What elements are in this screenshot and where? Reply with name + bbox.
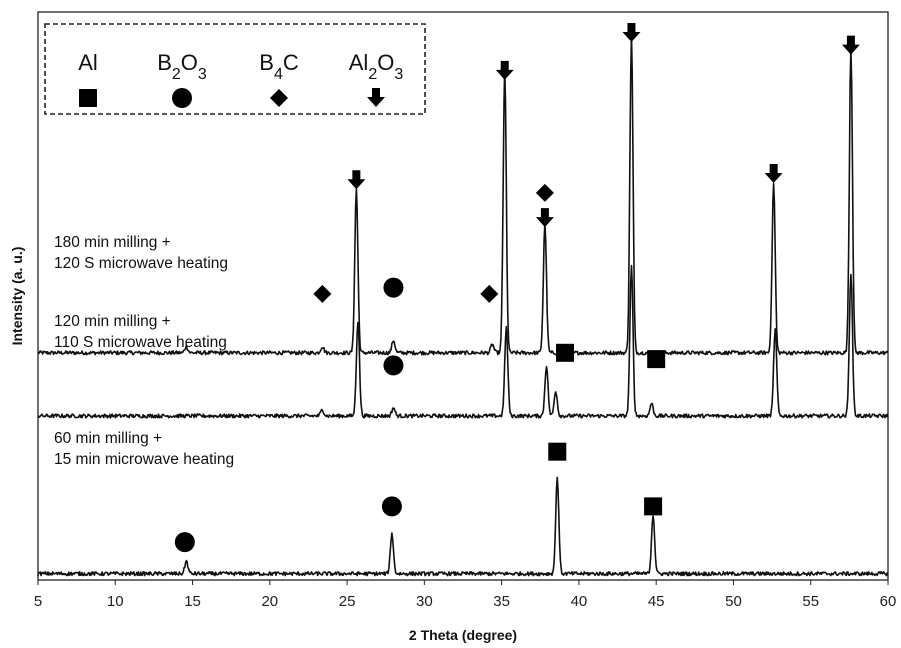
curve-label-s180: 120 S microwave heating <box>54 255 228 272</box>
x-tick-label: 15 <box>184 593 201 610</box>
x-tick-label: 35 <box>493 593 510 610</box>
legend-box <box>44 23 426 115</box>
legend-label: B2O3 <box>157 50 207 83</box>
peak-marker-square <box>647 350 666 369</box>
x-axis: 5 10 15 20 25 30 35 40 45 50 55 60 <box>34 580 897 610</box>
legend-label: B4C <box>259 50 299 83</box>
x-tick-label: 20 <box>261 593 278 610</box>
x-tick-label: 5 <box>34 593 42 610</box>
x-axis-title: 2 Theta (degree) <box>409 627 517 643</box>
peak-marker-diamond <box>313 284 332 303</box>
peak-marker-circle <box>174 532 195 553</box>
legend-marker-square <box>79 89 97 107</box>
peak-marker-diamond <box>480 284 499 303</box>
curve-label-s180: 180 min milling + <box>54 234 171 251</box>
x-tick-label: 40 <box>571 593 588 610</box>
peak-marker-circle <box>383 277 404 298</box>
marker-layer <box>174 23 860 553</box>
x-tick-label: 10 <box>107 593 124 610</box>
series-line-s180 <box>37 34 889 356</box>
peak-marker-arrow-down <box>841 35 860 55</box>
legend-label: Al2O3 <box>349 50 404 83</box>
curve-label-s60: 60 min milling + <box>54 430 162 447</box>
peak-marker-square <box>644 497 663 516</box>
legend-label: Al <box>78 50 98 75</box>
curve-label-s60: 15 min microwave heating <box>54 451 234 468</box>
peak-marker-square <box>548 442 567 461</box>
y-axis-title: Intensity (a. u.) <box>9 247 25 346</box>
peak-marker-arrow-down <box>347 170 366 190</box>
peak-marker-circle <box>381 496 402 517</box>
x-tick-label: 50 <box>725 593 742 610</box>
legend: Al B2O3 B4C Al2O3 <box>44 23 426 115</box>
peak-marker-square <box>556 343 574 362</box>
peak-marker-arrow-down <box>622 23 641 43</box>
series-layer <box>37 34 889 577</box>
x-tick-label: 30 <box>416 593 433 610</box>
x-tick-label: 60 <box>880 593 897 610</box>
curve-label-s120: 120 min milling + <box>54 313 171 330</box>
peak-marker-arrow-down <box>764 163 783 183</box>
x-tick-label: 45 <box>648 593 665 610</box>
legend-marker-diamond <box>270 89 288 107</box>
legend-marker-arrow-down <box>367 88 385 107</box>
series-line-s60 <box>37 476 888 577</box>
x-tick-label: 55 <box>802 593 819 610</box>
peak-marker-arrow-down <box>535 208 554 228</box>
series-line-s120 <box>37 264 889 419</box>
legend-marker-circle <box>172 88 192 108</box>
curve-labels: 180 min milling + 120 S microwave heating… <box>54 234 234 468</box>
peak-marker-circle <box>383 355 404 376</box>
plot-frame <box>37 11 889 581</box>
peak-marker-diamond <box>535 183 554 202</box>
peak-marker-arrow-down <box>495 60 514 80</box>
curve-label-s120: 110 S microwave heating <box>54 334 227 351</box>
x-tick-label: 25 <box>339 593 356 610</box>
